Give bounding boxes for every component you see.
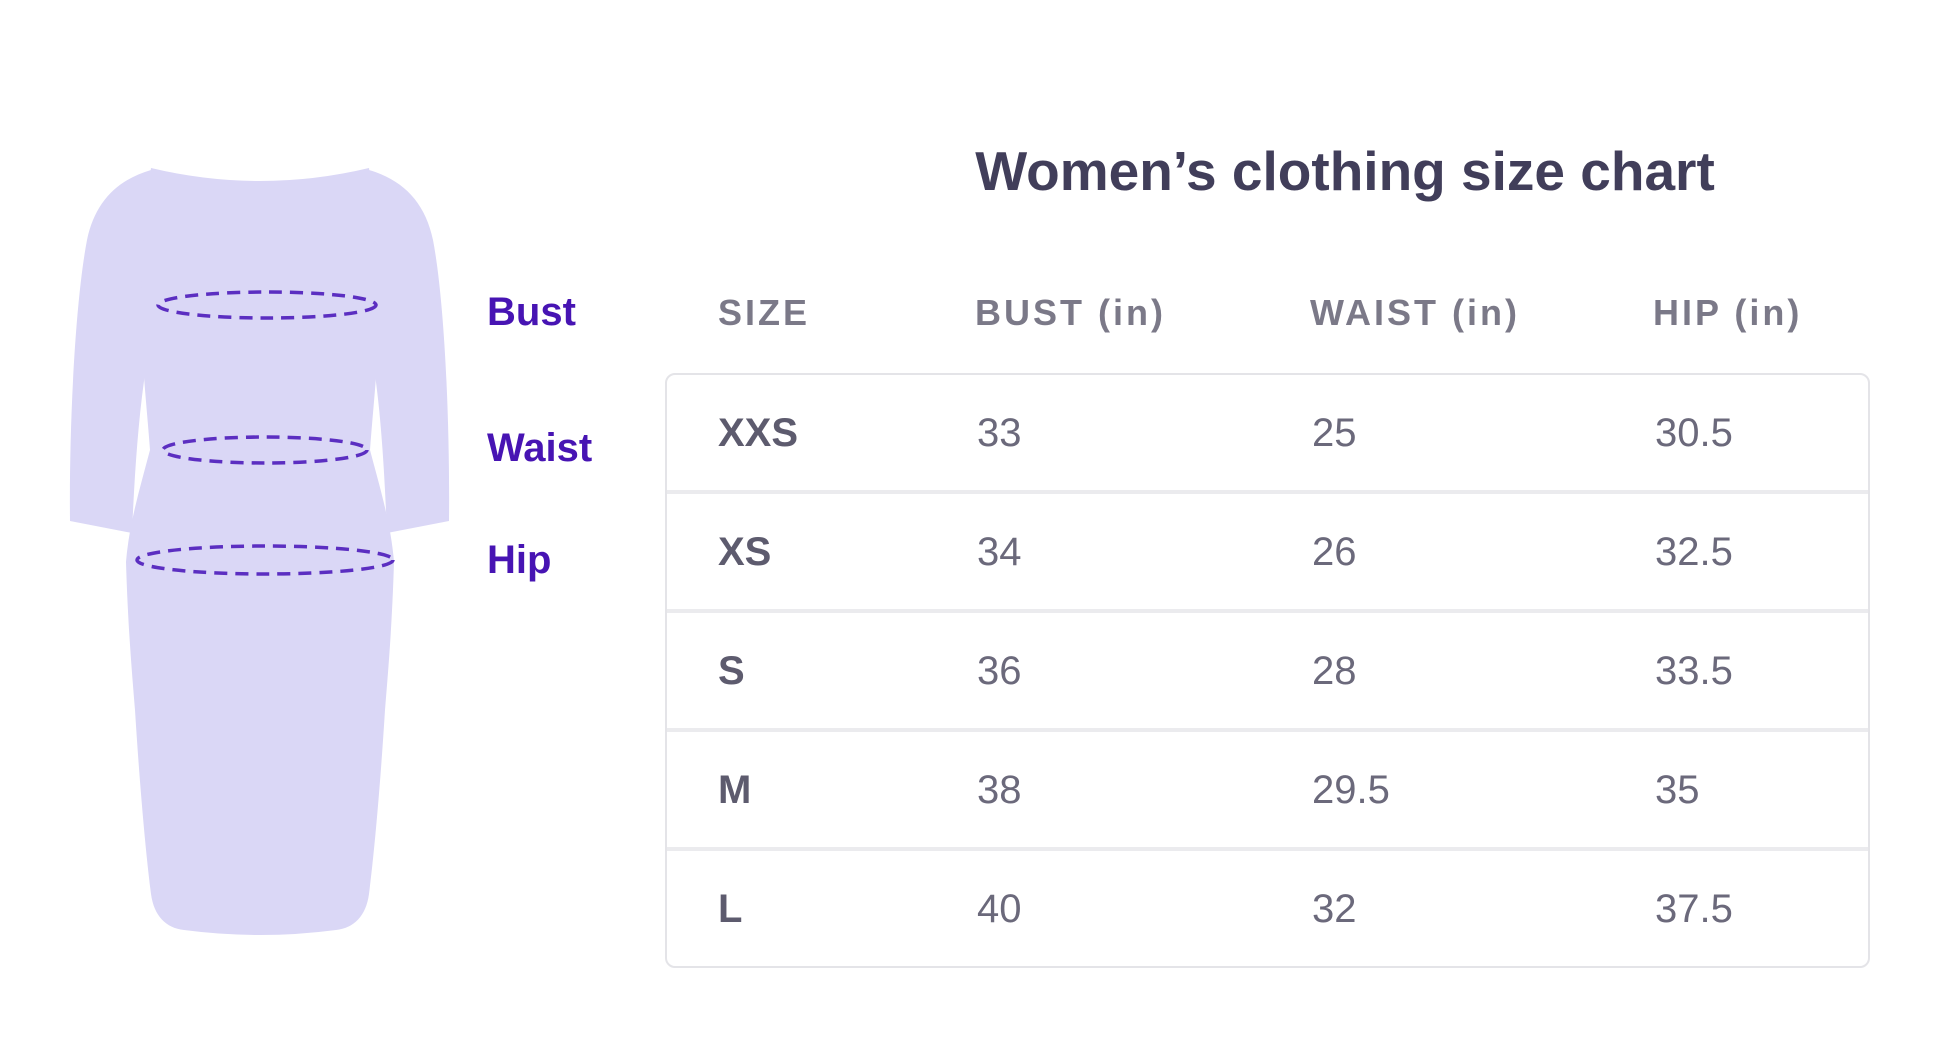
hip-value: 35: [1655, 767, 1700, 812]
dress-illustration: [69, 168, 450, 935]
size-table-header: SIZE BUST (in) WAIST (in) HIP (in): [665, 292, 1870, 334]
dress-left-sleeve: [69, 170, 152, 533]
table-row: S 36 28 33.5: [667, 609, 1868, 728]
size-value: XXS: [718, 410, 799, 455]
waist-value: 28: [1312, 648, 1357, 693]
size-value: M: [718, 767, 752, 812]
bust-value: 40: [977, 886, 1022, 931]
size-table: SIZE BUST (in) WAIST (in) HIP (in) XXS 3…: [665, 292, 1870, 968]
size-value: L: [718, 886, 743, 931]
size-table-body: XXS 33 25 30.5 XS 34 26 32.5 S 36 28 33.…: [665, 373, 1870, 968]
hip-label: Hip: [487, 538, 552, 582]
bust-value: 36: [977, 648, 1022, 693]
bust-value: 34: [977, 529, 1022, 574]
column-header-size: SIZE: [718, 292, 811, 333]
bust-measure-ellipse: [156, 290, 378, 320]
size-value: S: [718, 648, 745, 693]
waist-value: 29.5: [1312, 767, 1390, 812]
bust-value: 38: [977, 767, 1022, 812]
column-header-bust: BUST (in): [975, 292, 1166, 333]
size-value: XS: [718, 529, 772, 574]
dress-right-sleeve: [368, 170, 450, 533]
hip-value: 32.5: [1655, 529, 1733, 574]
waist-label: Waist: [487, 426, 593, 470]
dress-silhouette: [126, 168, 394, 935]
bust-value: 33: [977, 410, 1022, 455]
column-header-waist: WAIST (in): [1310, 292, 1520, 333]
bust-label: Bust: [487, 290, 576, 334]
waist-value: 26: [1312, 529, 1357, 574]
waist-measure-ellipse: [161, 435, 369, 465]
waist-value: 32: [1312, 886, 1357, 931]
table-row: M 38 29.5 35: [667, 728, 1868, 847]
hip-value: 30.5: [1655, 410, 1733, 455]
table-row: XXS 33 25 30.5: [667, 375, 1868, 490]
hip-value: 33.5: [1655, 648, 1733, 693]
page-title: Women’s clothing size chart: [975, 140, 1715, 202]
waist-value: 25: [1312, 410, 1357, 455]
hip-measure-ellipse: [135, 544, 395, 576]
column-header-hip: HIP (in): [1653, 292, 1803, 333]
table-row: L 40 32 37.5: [667, 847, 1868, 966]
table-row: XS 34 26 32.5: [667, 490, 1868, 609]
hip-value: 37.5: [1655, 886, 1733, 931]
